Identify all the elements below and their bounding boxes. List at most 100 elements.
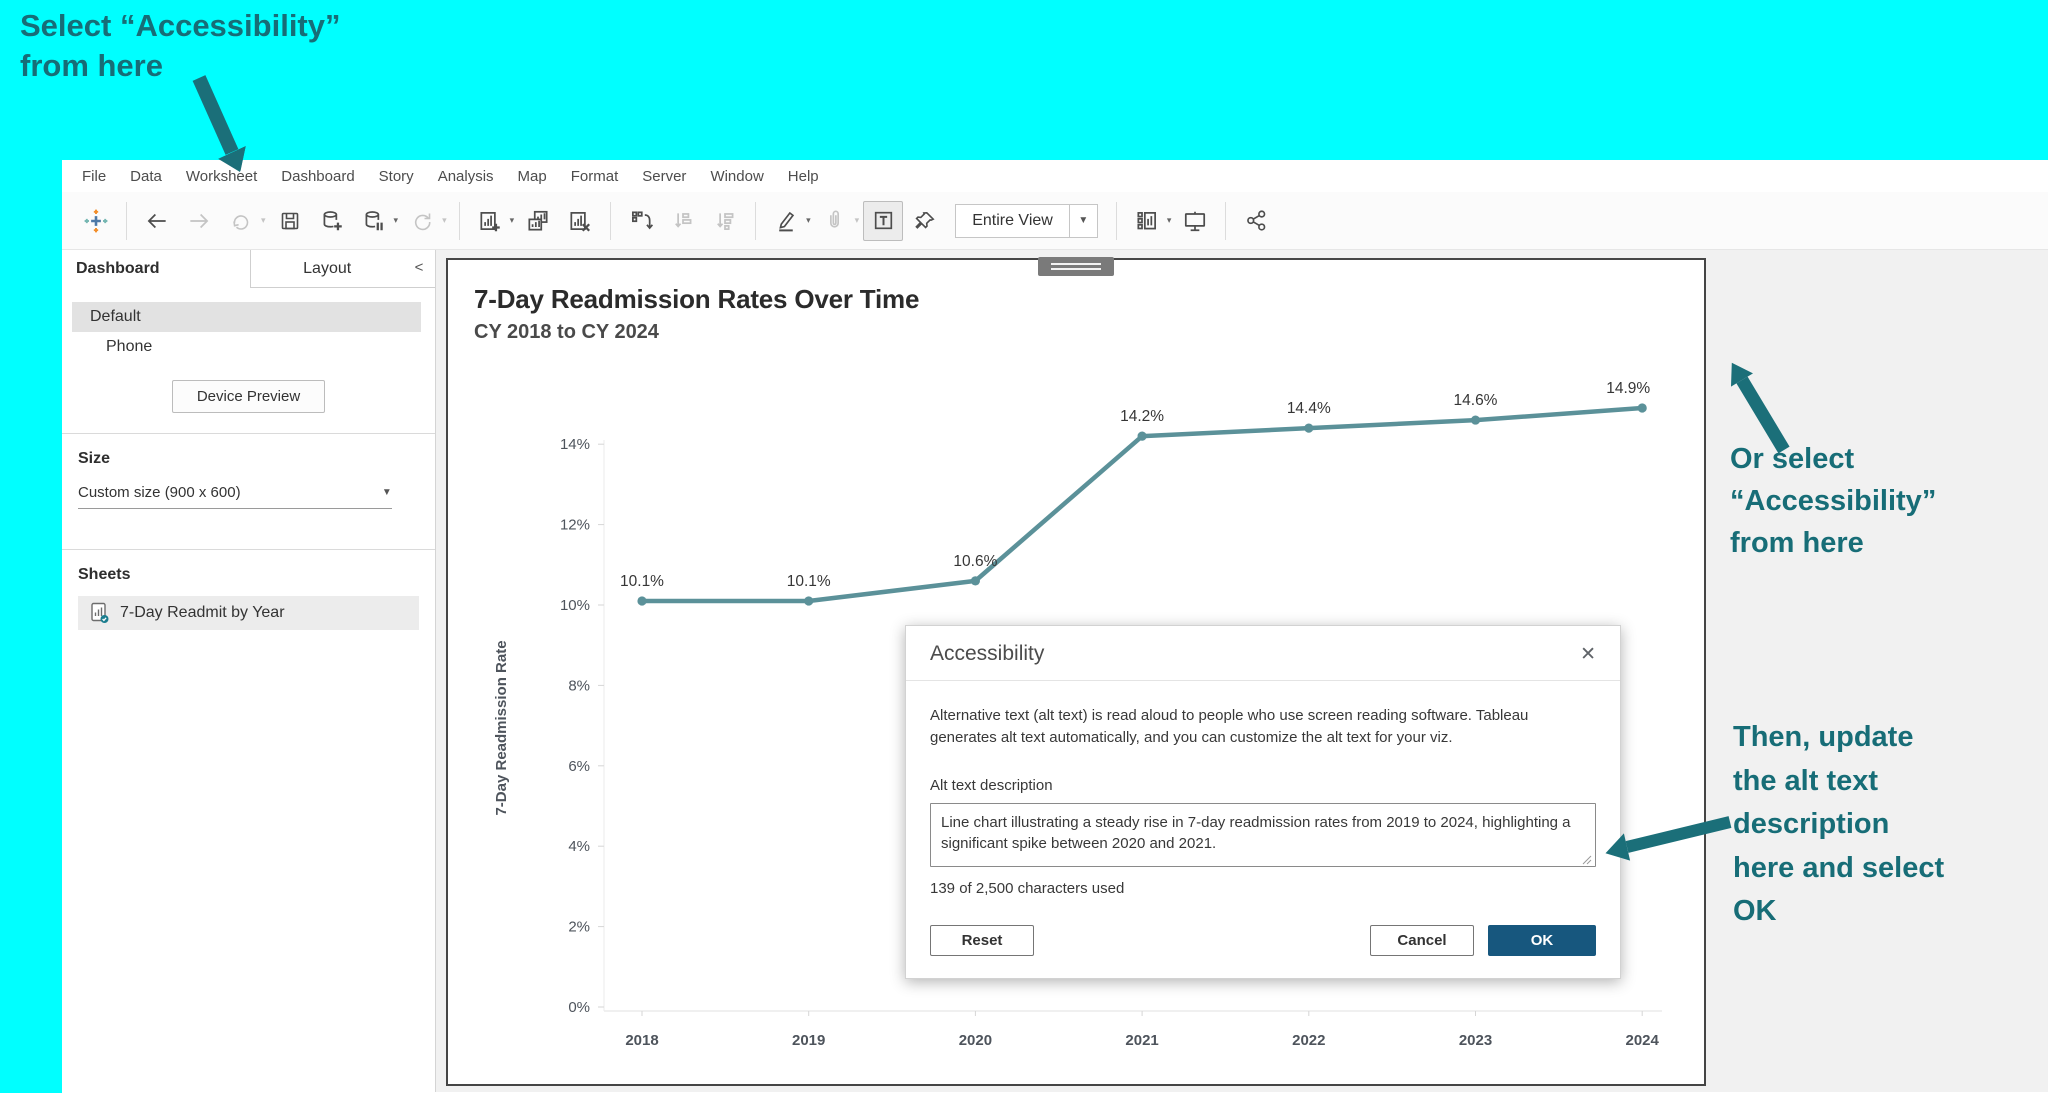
- reset-button[interactable]: Reset: [930, 924, 1034, 956]
- svg-text:10.6%: 10.6%: [953, 553, 997, 570]
- new-worksheet-icon[interactable]: [470, 201, 510, 241]
- presentation-mode-icon[interactable]: [1175, 201, 1215, 241]
- menu-item-window[interactable]: Window: [710, 167, 764, 185]
- tableau-window: File Data Worksheet Dashboard Story Anal…: [62, 160, 2048, 1093]
- share-icon[interactable]: [1236, 201, 1276, 241]
- menu-item-format[interactable]: Format: [570, 167, 619, 185]
- pause-dropdown-caret[interactable]: ▾: [393, 215, 399, 225]
- annotation-or-select-accessibility: Or select “Accessibility” from here: [1730, 443, 1937, 560]
- alt-text-label: Alt text description: [930, 776, 1053, 794]
- svg-text:2024: 2024: [1626, 1032, 1660, 1049]
- sort-descending-icon[interactable]: [705, 201, 745, 241]
- character-counter: 139 of 2,500 characters used: [930, 879, 1125, 897]
- show-mark-labels-icon[interactable]: [863, 200, 904, 241]
- collapse-pane-chevron-icon[interactable]: <: [403, 250, 435, 288]
- swap-rows-columns-icon[interactable]: [621, 201, 661, 241]
- chart-title: 7-Day Readmission Rates Over Time: [474, 284, 920, 314]
- alt-text-input[interactable]: Line chart illustrating a steady rise in…: [930, 802, 1596, 867]
- sheet-item[interactable]: 7-Day Readmit by Year: [78, 596, 419, 630]
- menu-item-server[interactable]: Server: [642, 167, 687, 185]
- svg-text:2019: 2019: [792, 1032, 825, 1049]
- new-worksheet-dropdown-caret[interactable]: ▾: [509, 215, 515, 225]
- toolbar-separator: [1115, 201, 1117, 240]
- toolbar-separator: [755, 201, 757, 240]
- group-dropdown-caret[interactable]: ▾: [854, 215, 860, 225]
- size-caret-icon: ▼: [381, 487, 392, 498]
- menu-bar: File Data Worksheet Dashboard Story Anal…: [62, 160, 2048, 192]
- refresh-dropdown-caret[interactable]: ▾: [442, 215, 447, 225]
- replay-dropdown-caret[interactable]: ▾: [261, 215, 266, 225]
- menu-item-help[interactable]: Help: [787, 167, 819, 185]
- dialog-header: Accessibility ✕: [906, 626, 1620, 681]
- cancel-button[interactable]: Cancel: [1370, 924, 1474, 956]
- group-paperclip-icon[interactable]: [815, 201, 855, 241]
- add-data-source-icon[interactable]: [312, 201, 352, 241]
- menu-item-analysis[interactable]: Analysis: [437, 167, 494, 185]
- svg-text:2018: 2018: [625, 1032, 658, 1049]
- sheets-heading: Sheets: [78, 566, 131, 583]
- duplicate-sheet-icon[interactable]: [518, 201, 558, 241]
- annotation-select-accessibility: Select “Accessibility” from here: [20, 8, 341, 84]
- device-item-phone[interactable]: Phone: [106, 338, 153, 355]
- fit-view-select[interactable]: Entire View ▼: [955, 203, 1098, 238]
- annotation-update-alt-text: Then, update the alt text description he…: [1733, 721, 1945, 927]
- svg-text:14.2%: 14.2%: [1120, 408, 1164, 425]
- dashboard-pane: Dashboard Layout < Default Phone Device …: [62, 250, 436, 1092]
- toolbar: ▾ ▾ ▾ ▾: [62, 192, 2048, 250]
- menu-item-map[interactable]: Map: [517, 167, 547, 185]
- clear-sheet-icon[interactable]: [560, 201, 600, 241]
- tab-dashboard[interactable]: Dashboard: [76, 260, 160, 277]
- tableau-logo-icon[interactable]: [76, 201, 116, 241]
- highlight-dropdown-caret[interactable]: ▾: [806, 215, 811, 225]
- tab-layout[interactable]: Layout: [250, 250, 403, 288]
- toolbar-separator: [458, 201, 460, 240]
- svg-text:2021: 2021: [1125, 1032, 1158, 1049]
- annotation-arrow-to-worksheet-menu: [192, 75, 246, 172]
- svg-text:14%: 14%: [560, 436, 590, 453]
- dialog-body: Alternative text (alt text) is read alou…: [906, 681, 1620, 978]
- fix-axes-pin-icon[interactable]: [905, 201, 945, 241]
- menu-item-story[interactable]: Story: [378, 167, 414, 185]
- svg-text:10.1%: 10.1%: [620, 573, 664, 590]
- device-item-default[interactable]: Default: [72, 302, 421, 332]
- menu-item-dashboard[interactable]: Dashboard: [281, 167, 355, 185]
- ok-button[interactable]: OK: [1488, 924, 1596, 956]
- replay-icon[interactable]: [221, 201, 261, 241]
- size-value: Custom size (900 x 600): [78, 484, 241, 501]
- fit-view-caret-icon[interactable]: ▼: [1068, 204, 1097, 237]
- sort-ascending-icon[interactable]: [663, 201, 703, 241]
- pause-auto-updates-icon[interactable]: [354, 201, 394, 241]
- show-hide-cards-icon[interactable]: [1127, 201, 1167, 241]
- undo-icon[interactable]: [137, 201, 177, 241]
- svg-text:14.6%: 14.6%: [1454, 392, 1498, 409]
- svg-text:2022: 2022: [1292, 1032, 1325, 1049]
- sheet-icon: [91, 602, 109, 623]
- svg-text:0%: 0%: [568, 999, 590, 1016]
- cards-dropdown-caret[interactable]: ▾: [1166, 215, 1172, 225]
- svg-text:8%: 8%: [568, 677, 590, 694]
- annotation-arrow-to-zone-menu: [1731, 362, 1790, 454]
- svg-text:10.1%: 10.1%: [787, 573, 831, 590]
- dialog-description-text: Alternative text (alt text) is read alou…: [930, 707, 1529, 746]
- zone-grab-handle[interactable]: [1038, 257, 1114, 276]
- svg-text:14.9%: 14.9%: [1606, 380, 1650, 397]
- line-chart[interactable]: 0% 2% 4% 6% 8% 10% 12% 14% 2018 2019 2020 2021 2022 2…: [454, 356, 1698, 1078]
- fit-view-value: Entire View: [972, 211, 1053, 229]
- dialog-footer: Reset Cancel OK: [930, 924, 1596, 956]
- dialog-close-icon[interactable]: ✕: [1580, 643, 1596, 665]
- size-select[interactable]: Custom size (900 x 600) ▼: [78, 484, 392, 509]
- redo-icon[interactable]: [179, 201, 219, 241]
- svg-text:6%: 6%: [568, 758, 590, 775]
- highlight-icon[interactable]: [766, 201, 806, 241]
- menu-item-file[interactable]: File: [82, 167, 107, 185]
- toolbar-separator: [1225, 201, 1227, 240]
- dialog-title: Accessibility: [930, 642, 1045, 665]
- menu-item-worksheet[interactable]: Worksheet: [185, 167, 258, 185]
- menu-item-data[interactable]: Data: [130, 167, 162, 185]
- chart-subtitle: CY 2018 to CY 2024: [474, 321, 659, 343]
- refresh-icon[interactable]: [402, 201, 442, 241]
- device-preview-button[interactable]: Device Preview: [171, 380, 326, 413]
- svg-text:14.4%: 14.4%: [1287, 400, 1331, 417]
- save-icon[interactable]: [270, 201, 310, 241]
- size-section: Size Custom size (900 x 600) ▼: [62, 433, 435, 523]
